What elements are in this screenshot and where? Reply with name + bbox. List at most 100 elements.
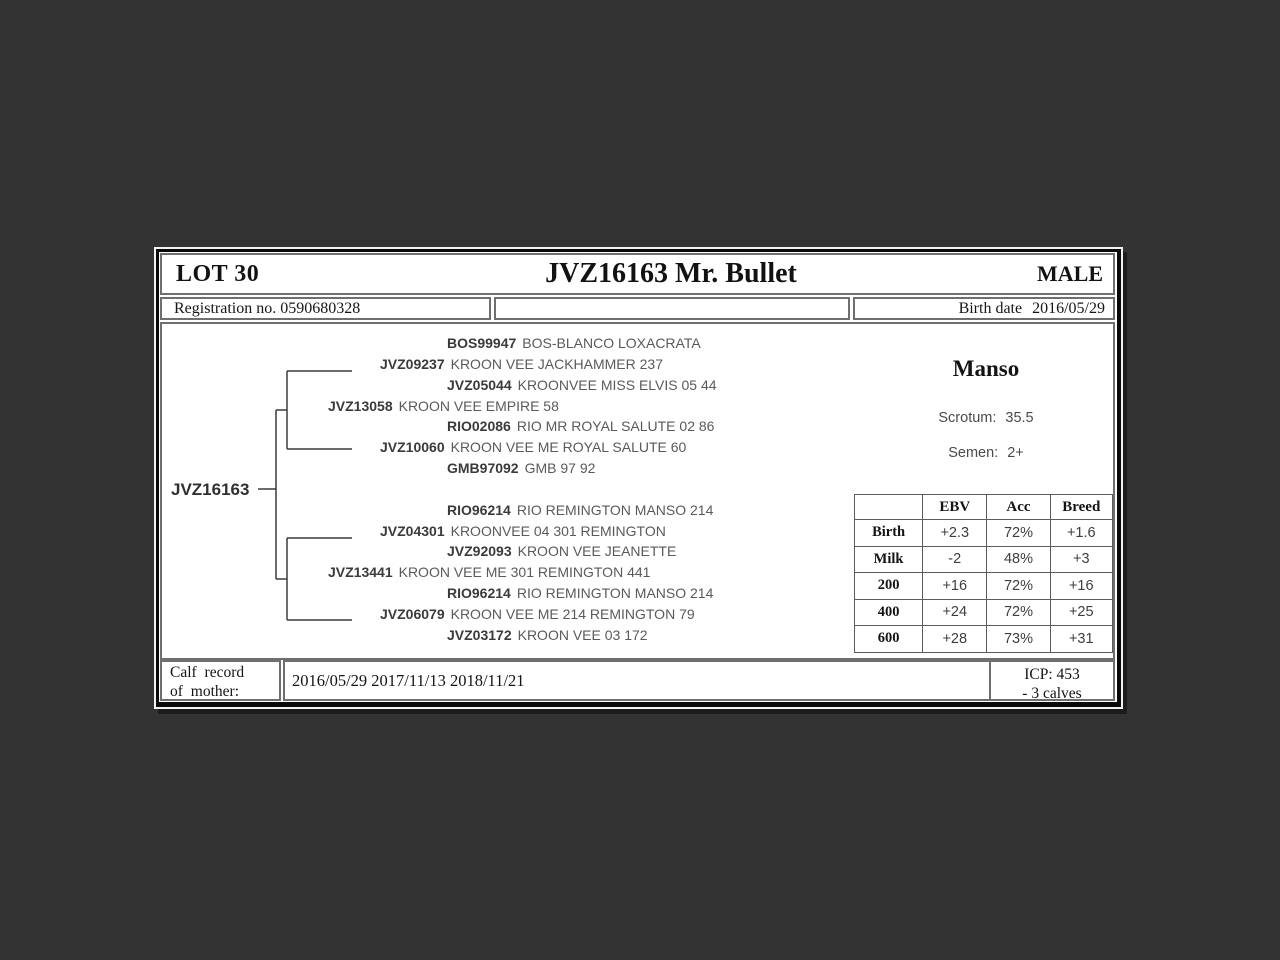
ancestor-id: JVZ06079 [380, 606, 445, 622]
calf-record-label-cell: Calf record of mother: [160, 660, 281, 701]
ancestor-id: JVZ13441 [328, 564, 393, 580]
scrotum-measurement: Scrotum: 35.5 [836, 410, 1136, 426]
ancestor-name: KROON VEE JEANETTE [517, 543, 677, 559]
ebv-row-label: 600 [853, 625, 924, 653]
pedigree-row: JVZ92093 KROON VEE JEANETTE [447, 541, 676, 561]
ebv-value: -2 [922, 545, 988, 573]
ancestor-name: KROON VEE 03 172 [517, 627, 648, 643]
scrotum-label: Scrotum: [938, 410, 997, 426]
breed-value: +25 [1049, 598, 1114, 626]
pedigree-row: JVZ09237 KROON VEE JACKHAMMER 237 [380, 354, 663, 374]
ancestor-id: JVZ04301 [380, 523, 445, 539]
ebv-header-blank [853, 494, 924, 520]
pedigree-row: JVZ10060 KROON VEE ME ROYAL SALUTE 60 [380, 437, 686, 457]
ancestor-id: BOS99947 [447, 335, 517, 351]
pedigree-panel: JVZ16163 BOS99947 BOS-BLANCO LOXACRATA JV… [160, 322, 1115, 660]
card-header-row: LOT 30 JVZ16163 Mr. Bullet MALE [160, 253, 1115, 295]
acc-value: 73% [986, 625, 1051, 653]
ancestor-id: RIO02086 [447, 418, 511, 434]
acc-value: 48% [986, 545, 1051, 573]
ancestor-name: RIO REMINGTON MANSO 214 [516, 502, 714, 518]
ancestor-id: JVZ09237 [380, 356, 445, 372]
semen-label: Semen: [948, 445, 999, 461]
semen-measurement: Semen: 2+ [836, 445, 1136, 461]
catalog-card: LOT 30 JVZ16163 Mr. Bullet MALE Registra… [156, 249, 1121, 707]
calf-record-dates: 2016/05/29 2017/11/13 2018/11/21 [292, 670, 525, 690]
pedigree-row: RIO96214 RIO REMINGTON MANSO 214 [447, 500, 713, 520]
breed-name: Manso [952, 356, 1020, 381]
pedigree-row: JVZ03172 KROON VEE 03 172 [447, 625, 648, 645]
pedigree-row: JVZ13441 KROON VEE ME 301 REMINGTON 441 [328, 562, 650, 582]
ebv-row-200: 200 +16 72% +16 [853, 572, 1114, 600]
calf-record-data-cell: 2016/05/29 2017/11/13 2018/11/21 ICP: 45… [283, 660, 1115, 702]
ancestor-name: GMB 97 92 [524, 460, 596, 476]
ebv-row-label: Birth [853, 519, 924, 547]
ancestor-id: RIO96214 [447, 502, 511, 518]
calf-record-label-line1: Calf record [170, 664, 245, 681]
ancestor-name: KROON VEE JACKHAMMER 237 [450, 356, 663, 372]
ancestor-name: BOS-BLANCO LOXACRATA [522, 335, 701, 351]
pedigree-row: JVZ13058 KROON VEE EMPIRE 58 [328, 396, 559, 416]
ancestor-name: KROONVEE MISS ELVIS 05 44 [517, 377, 717, 393]
ancestor-id: JVZ03172 [447, 627, 512, 643]
icp-cell: ICP: 453 - 3 calves [989, 662, 1113, 702]
registration-spacer-cell [494, 297, 850, 320]
ebv-header-breed: Breed [1049, 494, 1114, 520]
acc-value: 72% [986, 598, 1051, 626]
lot-number: LOT 30 [176, 260, 260, 287]
registration-text: Registration no. 0590680328 [174, 299, 361, 317]
ancestor-name: RIO REMINGTON MANSO 214 [516, 585, 714, 601]
pedigree-row: GMB97092 GMB 97 92 [447, 458, 595, 478]
birth-date-label: Birth date [958, 299, 1023, 317]
ebv-header-ebv: EBV [922, 494, 988, 520]
animal-title: JVZ16163 Mr. Bullet [545, 258, 797, 289]
ancestor-name: KROON VEE ME ROYAL SALUTE 60 [450, 439, 687, 455]
pedigree-connector-lines [258, 370, 352, 621]
scrotum-value: 35.5 [1005, 410, 1034, 426]
ebv-row-label: Milk [853, 545, 924, 573]
ancestor-id: JVZ10060 [380, 439, 445, 455]
ancestor-name: KROONVEE 04 301 REMINGTON [450, 523, 666, 539]
calf-record-label-line2: of mother: [170, 683, 239, 700]
pedigree-row: JVZ05044 KROONVEE MISS ELVIS 05 44 [447, 375, 717, 395]
registration-number: Registration no. 0590680328 [160, 297, 491, 320]
birth-date-cell: Birth date 2016/05/29 [853, 297, 1115, 320]
ebv-row-birth: Birth +2.3 72% +1.6 [853, 519, 1114, 547]
breed-value: +16 [1049, 572, 1114, 600]
acc-value: 72% [986, 572, 1051, 600]
ebv-row-400: 400 +24 72% +25 [853, 598, 1114, 626]
pedigree-row: RIO96214 RIO REMINGTON MANSO 214 [447, 583, 713, 603]
semen-value: 2+ [1007, 445, 1024, 461]
acc-value: 72% [986, 519, 1051, 547]
ebv-row-milk: Milk -2 48% +3 [853, 545, 1114, 573]
ebv-value: +16 [922, 572, 988, 600]
ancestor-name: KROON VEE EMPIRE 58 [398, 398, 559, 414]
ancestor-id: JVZ92093 [447, 543, 512, 559]
ebv-value: +24 [922, 598, 988, 626]
ancestor-id: GMB97092 [447, 460, 519, 476]
sex-label: MALE [1037, 261, 1103, 286]
pedigree-row: BOS99947 BOS-BLANCO LOXACRATA [447, 333, 701, 353]
breed-value: +3 [1049, 545, 1114, 573]
pedigree-row: JVZ04301 KROONVEE 04 301 REMINGTON [380, 521, 666, 541]
ebv-row-label: 200 [853, 572, 924, 600]
breed-value: +31 [1049, 625, 1114, 653]
ancestor-id: JVZ05044 [447, 377, 512, 393]
ebv-row-label: 400 [853, 598, 924, 626]
ebv-value: +2.3 [922, 519, 988, 547]
birth-date-value: 2016/05/29 [1032, 299, 1105, 317]
ancestor-name: KROON VEE ME 214 REMINGTON 79 [450, 606, 695, 622]
ancestor-id: JVZ13058 [328, 398, 393, 414]
pedigree-row: JVZ06079 KROON VEE ME 214 REMINGTON 79 [380, 604, 695, 624]
ebv-row-600: 600 +28 73% +31 [853, 625, 1114, 653]
ancestor-name: RIO MR ROYAL SALUTE 02 86 [516, 418, 715, 434]
icp-value: ICP: 453 [1024, 666, 1080, 683]
ebv-value: +28 [922, 625, 988, 653]
ebv-header-acc: Acc [986, 494, 1051, 520]
calves-count: - 3 calves [1022, 685, 1082, 702]
ebv-header-row: EBV Acc Breed [853, 494, 1114, 520]
pedigree-row: RIO02086 RIO MR ROYAL SALUTE 02 86 [447, 416, 714, 436]
breed-value: +1.6 [1049, 519, 1114, 547]
ancestor-id: RIO96214 [447, 585, 511, 601]
subject-animal-id: JVZ16163 [171, 480, 250, 499]
